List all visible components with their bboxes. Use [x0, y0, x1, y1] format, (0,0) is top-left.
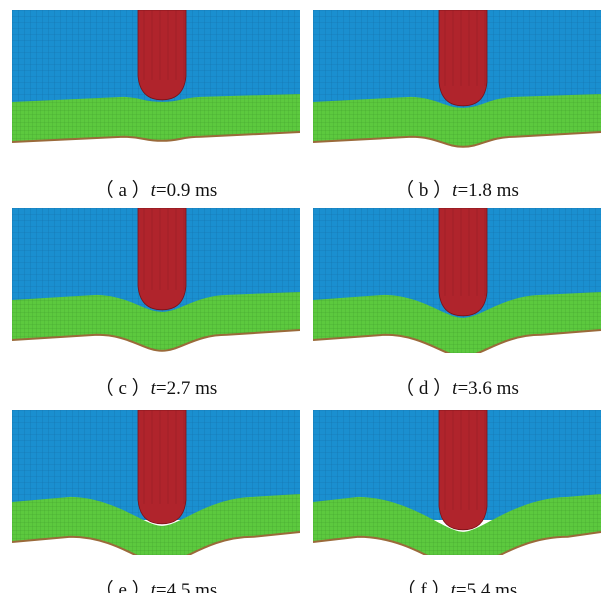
caption-value: =0.9 ms: [156, 180, 217, 201]
panel: （ e ）t=4.5 ms: [12, 410, 300, 593]
projectile: [439, 410, 487, 530]
simulation-image: [12, 10, 300, 155]
caption-value: =2.7 ms: [156, 378, 217, 399]
caption: （ c ）t=2.7 ms: [12, 373, 300, 400]
caption-label: （ f ）: [397, 580, 451, 593]
projectile: [138, 410, 186, 524]
caption-value: =3.6 ms: [457, 378, 518, 399]
caption-label: （ e ）: [95, 580, 151, 593]
panel: （ a ）t=0.9 ms: [12, 10, 300, 202]
panel: （ b ）t=1.8 ms: [313, 10, 601, 202]
simulation-image: [313, 208, 601, 353]
simulation-image: [12, 208, 300, 353]
caption: （ d ）t=3.6 ms: [313, 373, 601, 400]
panel: （ d ）t=3.6 ms: [313, 208, 601, 400]
caption-label: （ b ）: [395, 180, 452, 201]
simulation-image: [12, 410, 300, 555]
simulation-image: [313, 10, 601, 155]
caption-value: =1.8 ms: [457, 180, 518, 201]
caption: （ a ）t=0.9 ms: [12, 175, 300, 202]
caption: （ f ）t=5.4 ms: [313, 575, 601, 593]
caption-label: （ a ）: [95, 180, 151, 201]
caption-label: （ c ）: [95, 378, 151, 399]
panel: （ c ）t=2.7 ms: [12, 208, 300, 400]
simulation-image: [313, 410, 601, 555]
projectile: [439, 10, 487, 106]
caption-label: （ d ）: [395, 378, 452, 399]
projectile: [138, 208, 186, 310]
projectile: [439, 208, 487, 316]
caption: （ b ）t=1.8 ms: [313, 175, 601, 202]
caption-value: =4.5 ms: [156, 580, 217, 593]
figure: （ a ）t=0.9 ms（ b ）t=1.8 ms（ c ）t=2.7 ms（…: [0, 0, 612, 593]
caption: （ e ）t=4.5 ms: [12, 575, 300, 593]
caption-value: =5.4 ms: [456, 580, 517, 593]
projectile: [138, 10, 186, 100]
panel: （ f ）t=5.4 ms: [313, 410, 601, 593]
